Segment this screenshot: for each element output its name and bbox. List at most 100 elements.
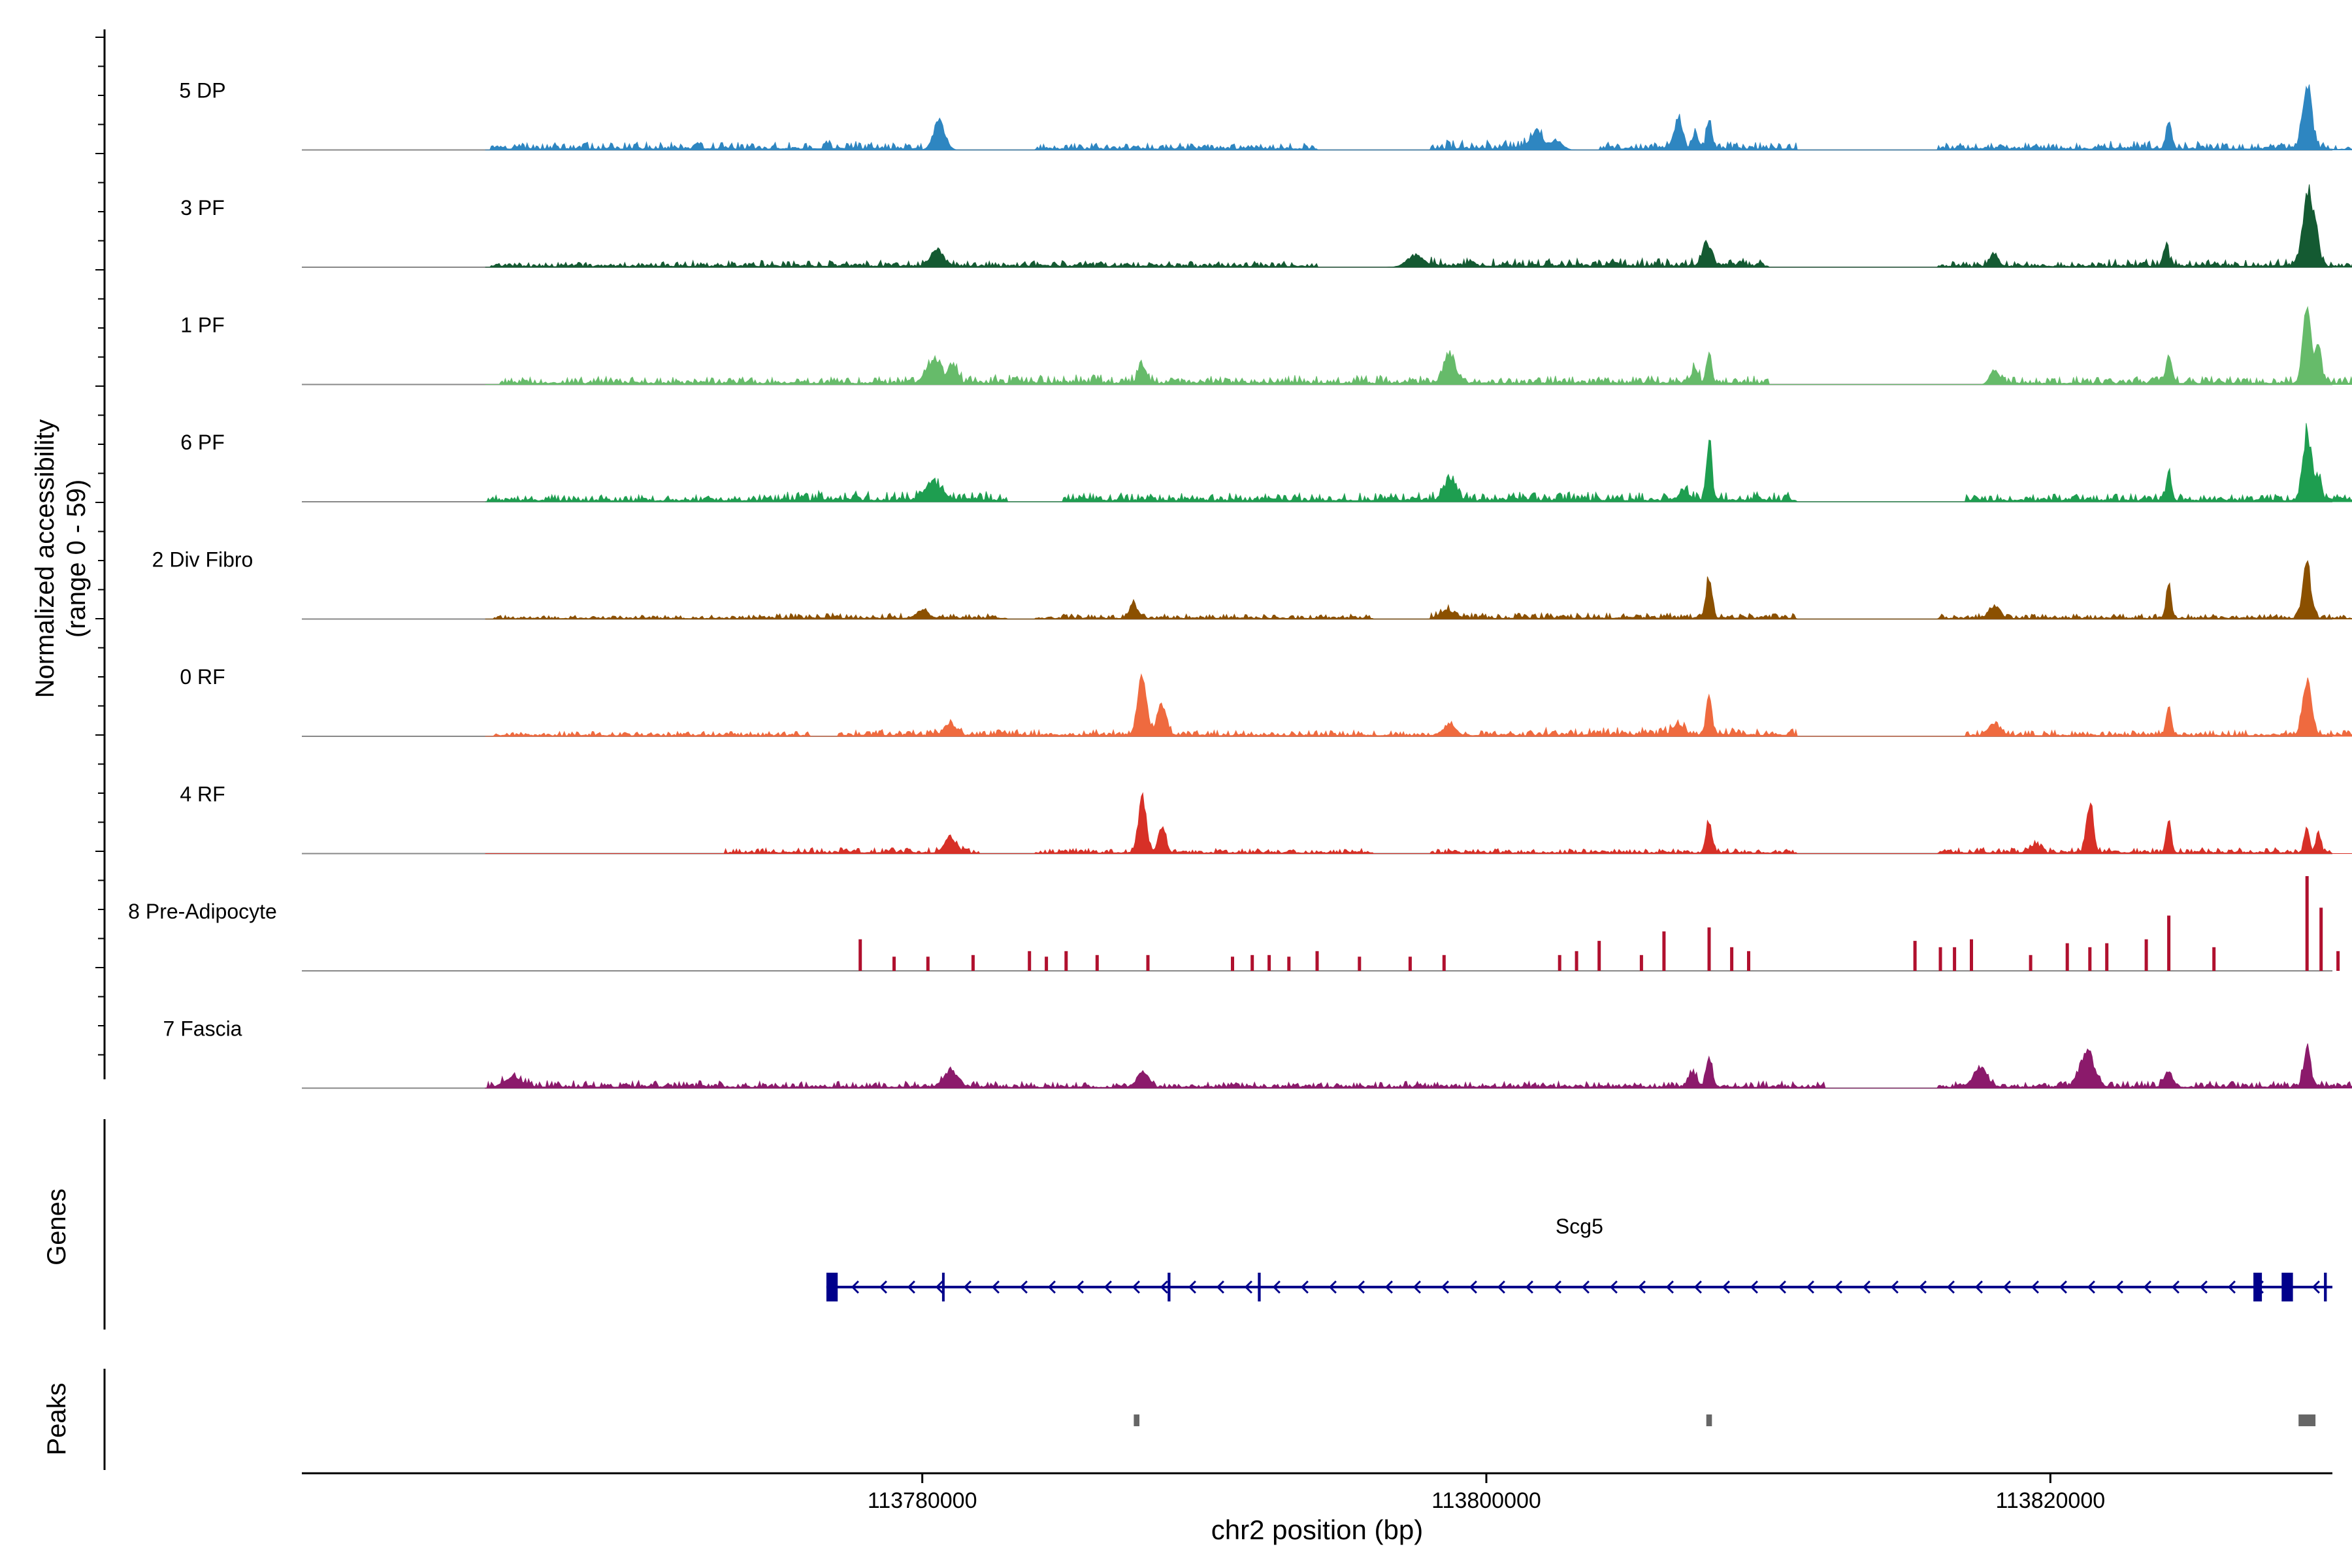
axes-layer: [95, 29, 2332, 1475]
spike-mark: [2319, 907, 2323, 971]
x-axis-label: chr2 position (bp): [1211, 1514, 1424, 1545]
strand-arrow: [1384, 1280, 1393, 1294]
gene-exon: [2253, 1273, 2262, 1301]
strand-arrow: [1778, 1280, 1786, 1294]
spike-mark: [1064, 951, 1068, 971]
strand-arrow: [879, 1280, 887, 1294]
spike-mark: [1287, 956, 1291, 972]
gene-exon: [941, 1273, 945, 1301]
spike-mark: [1442, 955, 1446, 971]
strand-arrow: [1722, 1280, 1730, 1294]
strand-arrow: [963, 1280, 972, 1294]
spike-mark: [1953, 947, 1957, 972]
track-label: 1 PF: [180, 314, 225, 337]
strand-arrow: [2199, 1280, 2208, 1294]
track-label: 6 PF: [180, 431, 225, 454]
track-4-rf: 4 RF: [180, 783, 2352, 855]
genes-layer: Scg5Arhgap11a: [826, 1215, 2332, 1301]
coverage-area: [485, 84, 2352, 150]
strand-arrow: [1356, 1280, 1365, 1294]
strand-arrow: [2059, 1280, 2067, 1294]
spike-mark: [971, 955, 975, 971]
spike-mark: [1970, 939, 1973, 971]
strand-arrow: [1862, 1280, 1870, 1294]
spike-mark: [2144, 939, 2148, 971]
strand-arrow: [1413, 1280, 1421, 1294]
strand-arrow: [1525, 1280, 1533, 1294]
strand-arrow: [2087, 1280, 2095, 1294]
strand-arrow: [1497, 1280, 1505, 1294]
x-tick-label: 113800000: [1431, 1488, 1541, 1513]
gene-exon: [2281, 1273, 2293, 1301]
track-label: 5 DP: [179, 79, 225, 103]
strand-arrow: [1188, 1280, 1196, 1294]
strand-arrow: [2031, 1280, 2039, 1294]
coverage-area: [485, 423, 2352, 502]
track-label: 3 PF: [180, 196, 225, 220]
strand-arrow: [1019, 1280, 1028, 1294]
y-axis-range-label: (range 0 - 59): [62, 480, 91, 638]
strand-arrow: [1665, 1280, 1674, 1294]
spike-mark: [2029, 955, 2033, 971]
spike-mark: [2305, 876, 2309, 971]
strand-arrow: [1581, 1280, 1590, 1294]
strand-arrow: [1890, 1280, 1899, 1294]
y-axis-title: Normalized accessibility (range 0 - 59): [31, 419, 91, 698]
track-label: 4 RF: [180, 783, 225, 806]
strand-arrow: [1469, 1280, 1477, 1294]
spike-mark: [1315, 951, 1319, 971]
spike-mark: [1250, 955, 1254, 971]
coverage-area: [485, 560, 2352, 620]
spike-mark: [1639, 955, 1643, 971]
strand-arrow: [1750, 1280, 1758, 1294]
x-tick-label: 113820000: [1995, 1488, 2105, 1513]
strand-arrow: [2115, 1280, 2123, 1294]
coverage-area: [485, 673, 2352, 737]
spike-mark: [1662, 931, 1666, 971]
peak-region: [2298, 1414, 2316, 1426]
peaks-axis-label: Peaks: [42, 1382, 71, 1455]
strand-arrow: [1103, 1280, 1112, 1294]
strand-arrow: [1974, 1280, 1983, 1294]
spike-mark: [1938, 947, 1942, 972]
strand-arrow: [2227, 1280, 2236, 1294]
strand-arrow: [1637, 1280, 1646, 1294]
genes-axis-label: Genes: [42, 1188, 71, 1266]
spike-mark: [1045, 956, 1049, 972]
spike-mark: [2065, 943, 2069, 971]
track-label: 7 Fascia: [163, 1017, 242, 1041]
gene-exon: [1168, 1273, 1171, 1301]
coverage-area: [485, 792, 2352, 854]
strand-arrow: [935, 1280, 943, 1294]
strand-arrow: [1132, 1280, 1140, 1294]
strand-arrow: [1609, 1280, 1618, 1294]
x-tick-label: 113780000: [868, 1488, 977, 1513]
track-0-rf: 0 RF: [180, 665, 2352, 737]
spike-mark: [1747, 951, 1750, 971]
coverage-area: [485, 184, 2352, 268]
spike-mark: [1707, 927, 1711, 971]
coverage-area: [485, 1043, 2352, 1089]
strand-arrow: [1244, 1280, 1252, 1294]
spike-mark: [1408, 956, 1412, 972]
spike-mark: [1095, 955, 1099, 971]
y-tick-marks: [95, 37, 105, 1056]
strand-arrow: [1946, 1280, 1955, 1294]
peak-region: [1706, 1414, 1712, 1426]
gene-scg5: Scg5: [826, 1215, 2332, 1301]
x-ticks-layer: 113780000 113800000 113820000: [868, 1473, 2105, 1513]
spike-mark: [926, 956, 930, 972]
strand-arrow: [1272, 1280, 1281, 1294]
strand-arrow: [851, 1280, 859, 1294]
strand-arrow: [907, 1280, 915, 1294]
strand-arrow: [1441, 1280, 1449, 1294]
track-8-pre-adipocyte: 8 Pre-Adipocyte: [128, 876, 2340, 972]
spike-mark: [2088, 947, 2092, 972]
y-axis-label: Normalized accessibility: [31, 419, 59, 698]
coverage-area: [485, 306, 2352, 385]
track-1-pf: 1 PF: [180, 306, 2352, 385]
spike-mark: [1231, 956, 1234, 972]
strand-arrow: [1693, 1280, 1702, 1294]
track-2-div-fibro: 2 Div Fibro: [152, 548, 2352, 620]
